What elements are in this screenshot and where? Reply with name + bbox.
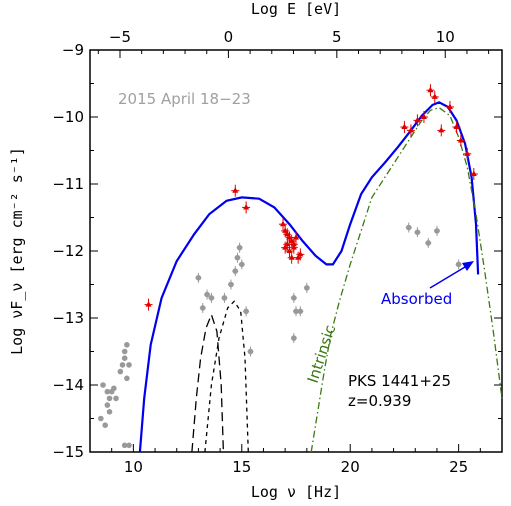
flare-data-point (400, 121, 409, 134)
flare-data-point (144, 298, 153, 311)
archival-data-point (104, 388, 111, 395)
archival-data-point (195, 272, 202, 283)
x-tick-label: 10 (124, 458, 143, 476)
archival-data-point (102, 422, 108, 429)
flare-data-point (452, 121, 461, 134)
flare-data-point (430, 90, 439, 103)
top-tick-label: 10 (436, 28, 455, 46)
archival-data-point (221, 292, 228, 303)
archival-data-point (113, 395, 119, 402)
archival-data-point (117, 368, 124, 375)
archival-data-point (243, 306, 250, 317)
y-axis-title: Log νF_ν [erg cm⁻² s⁻¹] (8, 147, 26, 355)
archival-data-point (236, 242, 243, 253)
source-name-label: PKS 1441+25 (348, 372, 451, 390)
flare-data-point (413, 114, 422, 127)
archival-data-point (126, 442, 132, 449)
archival-data-point (111, 385, 117, 392)
x-tick-label: 20 (341, 458, 360, 476)
archival-data-point (234, 252, 241, 263)
archival-data-point (121, 442, 128, 449)
archival-data-point (303, 282, 310, 293)
date-annotation: 2015 April 18−23 (118, 90, 251, 108)
flare-data-point (469, 167, 478, 180)
data-layer (98, 84, 478, 449)
top-tick-label: 0 (224, 28, 234, 46)
archival-data-point (126, 362, 132, 368)
archival-data-point (290, 292, 297, 303)
component-short-dash-curve (204, 300, 249, 453)
plot-area (89, 49, 503, 453)
ticks-layer: 10 15 20 25 −5 0 5 10 −15 −14 −13 −12 −11 −10 −9 (52, 28, 503, 476)
archival-data-point (104, 402, 111, 408)
plot-frame (89, 49, 503, 453)
flare-data-point (456, 134, 465, 147)
archival-data-point (297, 306, 304, 317)
flare-data-point (242, 201, 251, 214)
y-tick-label: −9 (62, 41, 84, 59)
x-tick-label: 25 (449, 458, 468, 476)
archival-data-point (455, 259, 462, 270)
curves-layer (138, 101, 503, 453)
flare-data-point (445, 100, 454, 113)
archival-data-point (247, 346, 254, 357)
y-tick-label: −15 (52, 443, 84, 461)
top-tick-label: −5 (109, 28, 131, 46)
flare-data-point (285, 245, 294, 257)
archival-data-point (425, 237, 432, 248)
x-tick-label: 15 (232, 458, 251, 476)
flare-data-point (281, 241, 290, 254)
flare-data-point (463, 147, 472, 160)
archival-data-point (100, 382, 106, 388)
archival-data-point (199, 302, 206, 313)
archival-data-point (414, 227, 421, 238)
x-axis-title: Log ν [Hz] (251, 483, 341, 501)
flare-data-point (287, 251, 296, 264)
archival-data-point (227, 279, 234, 290)
flare-data-point (292, 231, 300, 244)
y-tick-label: −12 (52, 242, 84, 260)
flare-data-point (419, 111, 428, 123)
model-intrinsic-curve (310, 106, 503, 453)
model-absorbed-curve (138, 101, 480, 453)
absorbed-label: Absorbed (381, 290, 452, 308)
archival-data-point (119, 362, 126, 368)
archival-data-point (124, 342, 130, 348)
archival-data-point (121, 355, 128, 362)
flare-data-point (231, 184, 240, 197)
flare-data-point (289, 241, 298, 254)
archival-data-point (98, 415, 104, 422)
archival-data-point (232, 266, 239, 277)
archival-data-point (106, 395, 113, 402)
top-tick-label: 5 (332, 28, 342, 46)
flare-data-point (426, 84, 435, 97)
y-tick-label: −13 (52, 309, 84, 327)
y-tick-label: −14 (52, 376, 84, 394)
y-tick-label: −10 (52, 108, 84, 126)
absorbed-arrow (429, 261, 474, 289)
archival-data-point (405, 222, 412, 233)
flare-data-point (406, 124, 415, 137)
archival-data-point (433, 225, 440, 236)
flare-data-point (278, 218, 287, 231)
archival-data-point (106, 409, 113, 415)
flare-data-point (437, 124, 446, 137)
y-tick-label: −11 (52, 175, 84, 193)
archival-data-point (204, 289, 211, 300)
top-axis-title: Log E [eV] (251, 0, 341, 18)
redshift-label: z=0.939 (348, 392, 411, 410)
archival-data-point (121, 348, 128, 355)
archival-data-point (290, 333, 297, 344)
flare-data-point (296, 248, 305, 261)
archival-data-point (208, 292, 215, 303)
archival-data-point (124, 375, 130, 382)
archival-data-point (238, 259, 245, 270)
component-long-dash-curve (191, 312, 225, 453)
